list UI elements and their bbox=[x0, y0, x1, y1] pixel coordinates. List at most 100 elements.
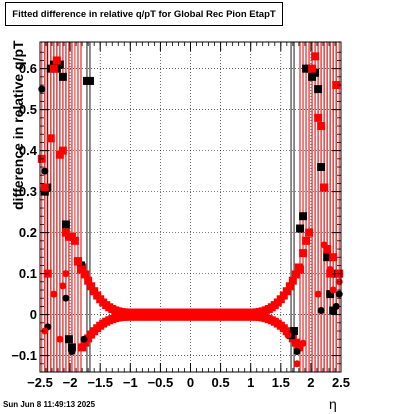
black-square-marker bbox=[64, 335, 73, 344]
red-square-marker bbox=[332, 81, 341, 90]
x-tick-label: −1 bbox=[123, 375, 138, 390]
red-square-marker bbox=[55, 150, 64, 159]
x-tick-label: −2.5 bbox=[27, 375, 53, 390]
black-circle-marker bbox=[293, 348, 301, 356]
red-square-marker bbox=[326, 269, 335, 278]
error-bars bbox=[41, 42, 340, 372]
y-tick-label: 0.6 bbox=[19, 61, 37, 76]
red-square-marker bbox=[73, 257, 82, 266]
x-tick-label: 2.5 bbox=[332, 375, 350, 390]
y-tick-label: −0.1 bbox=[11, 348, 37, 363]
red-square-marker bbox=[58, 146, 67, 155]
black-square-marker bbox=[323, 253, 332, 262]
red-circle-marker bbox=[326, 266, 334, 274]
black-square-marker bbox=[49, 60, 58, 69]
x-tick-label: −2 bbox=[63, 375, 78, 390]
red-square-marker bbox=[320, 183, 329, 192]
x-tick-label: 0 bbox=[187, 375, 194, 390]
red-circle-marker bbox=[56, 335, 64, 343]
band-lower-marker bbox=[81, 338, 90, 347]
black-square-marker bbox=[314, 85, 323, 94]
band-upper-marker bbox=[282, 287, 291, 296]
y-tick-label: 0.5 bbox=[19, 102, 37, 117]
red-circle-marker bbox=[320, 241, 328, 249]
x-tick-label: 2 bbox=[307, 375, 314, 390]
y-tick-label: 0 bbox=[30, 307, 37, 322]
black-circle-marker bbox=[335, 290, 343, 298]
black-circle-marker bbox=[68, 348, 76, 356]
black-square-marker bbox=[55, 60, 64, 69]
band-upper-marker bbox=[291, 270, 300, 279]
black-circle-marker bbox=[38, 85, 46, 93]
red-circle-marker bbox=[59, 282, 67, 290]
red-square-marker bbox=[67, 232, 76, 241]
x-axis-label: η bbox=[329, 396, 337, 412]
red-square-marker bbox=[296, 265, 305, 274]
y-tick-label: 0.3 bbox=[19, 184, 37, 199]
black-square-marker bbox=[326, 290, 335, 299]
red-circle-marker bbox=[314, 290, 322, 298]
band-upper-marker bbox=[87, 282, 96, 291]
red-square-marker bbox=[323, 245, 332, 254]
red-square-marker bbox=[317, 122, 326, 131]
red-square-marker bbox=[302, 236, 311, 245]
red-circle-marker bbox=[299, 339, 307, 347]
black-square-marker bbox=[308, 72, 317, 81]
band-lower-marker bbox=[78, 343, 87, 352]
y-tick-label: 0.2 bbox=[19, 225, 37, 240]
red-circle-marker bbox=[293, 360, 301, 368]
red-square-marker bbox=[70, 236, 79, 245]
red-circle-marker bbox=[50, 290, 58, 298]
black-square-marker bbox=[317, 163, 326, 172]
black-square-marker bbox=[290, 327, 299, 336]
band-lower-marker bbox=[294, 343, 303, 352]
grid bbox=[40, 42, 341, 372]
ticks bbox=[39, 42, 342, 373]
band-upper-marker bbox=[279, 291, 288, 300]
red-square-marker bbox=[311, 52, 320, 61]
black-circle-marker bbox=[62, 294, 70, 302]
black-square-marker bbox=[311, 68, 320, 77]
band-upper-marker bbox=[288, 276, 297, 285]
black-square-marker bbox=[58, 72, 67, 81]
red-square-marker bbox=[329, 253, 338, 262]
x-tick-label: 0.5 bbox=[212, 375, 230, 390]
black-circle-marker bbox=[332, 302, 340, 310]
markers bbox=[37, 52, 344, 368]
black-square-marker bbox=[85, 76, 94, 85]
black-square-marker bbox=[67, 343, 76, 352]
black-square-marker bbox=[61, 220, 70, 229]
y-axis-label: difference in relative q/pT bbox=[10, 40, 26, 210]
tick-labels: −2.5 −2 −1.5 −1 −0.5 0 0.5 1 1.5 2 2.5 −0.1 0 0.1 0.2 0… bbox=[11, 61, 350, 390]
black-circle-marker bbox=[317, 307, 325, 315]
red-circle-marker bbox=[41, 327, 49, 335]
chart-title: Fitted difference in relative q/pT for G… bbox=[5, 2, 283, 26]
red-square-marker bbox=[52, 56, 61, 65]
band-lower-marker bbox=[291, 338, 300, 347]
black-square-marker bbox=[299, 212, 308, 221]
red-square-marker bbox=[305, 228, 314, 237]
red-square-marker bbox=[308, 64, 317, 73]
red-square-marker bbox=[314, 113, 323, 122]
x-tick-label: 1 bbox=[247, 375, 254, 390]
red-square-marker bbox=[40, 183, 49, 192]
band-upper-marker bbox=[84, 276, 93, 285]
band-upper-marker bbox=[90, 287, 99, 296]
x-tick-label: −0.5 bbox=[148, 375, 174, 390]
red-square-marker bbox=[49, 64, 58, 73]
red-square-marker bbox=[76, 265, 85, 274]
red-circle-marker bbox=[62, 270, 70, 278]
black-square-marker bbox=[329, 306, 338, 315]
black-square-marker bbox=[296, 224, 305, 233]
red-square-marker bbox=[46, 134, 55, 143]
band-upper-marker bbox=[285, 282, 294, 291]
timestamp: Sun Jun 8 11:49:13 2025 bbox=[3, 400, 96, 409]
red-circle-marker bbox=[284, 331, 292, 339]
black-square-marker bbox=[76, 261, 85, 270]
red-square-marker bbox=[299, 249, 308, 258]
x-tick-label: −1.5 bbox=[87, 375, 113, 390]
y-tick-label: 0.4 bbox=[19, 143, 38, 158]
band-upper-marker bbox=[81, 270, 90, 279]
black-circle-marker bbox=[41, 167, 49, 175]
